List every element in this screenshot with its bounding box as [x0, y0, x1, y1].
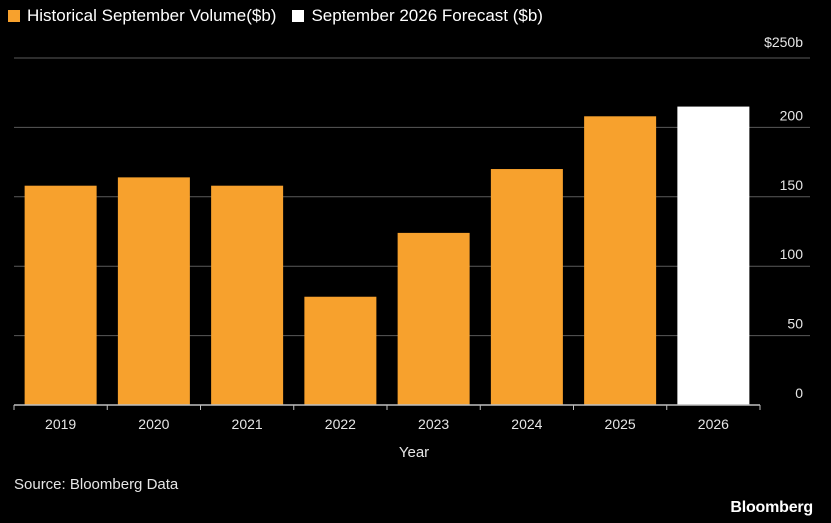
chart-legend: Historical September Volume($b) Septembe…	[8, 4, 543, 28]
bar-2025	[584, 116, 657, 406]
bar-2024	[490, 169, 563, 405]
x-tick-label: 2024	[511, 416, 542, 432]
y-axis: 0 50 100 150 200 $250b	[764, 34, 803, 401]
x-axis-title: Year	[399, 444, 429, 461]
legend-label-forecast: September 2026 Forecast ($b)	[311, 6, 543, 25]
legend-swatch-historical	[8, 10, 20, 22]
source-note: Source: Bloomberg Data	[14, 476, 179, 493]
y-tick-label: 100	[780, 246, 804, 262]
x-tick-label: 2025	[605, 416, 636, 432]
x-tick-label: 2021	[232, 416, 263, 432]
y-tick-label: 150	[780, 177, 804, 193]
bloomberg-logo: Bloomberg	[730, 499, 813, 516]
bar-2019	[24, 185, 97, 405]
legend-item-historical: Historical September Volume($b)	[8, 6, 276, 26]
x-tick-label: 2022	[325, 416, 356, 432]
bar-2020	[117, 177, 190, 405]
y-tick-label: 0	[795, 385, 803, 401]
bars	[24, 106, 750, 406]
y-tick-label: $250b	[764, 34, 803, 50]
legend-swatch-forecast	[292, 10, 305, 22]
y-tick-label: 200	[780, 107, 804, 123]
y-tick-label: 50	[787, 316, 803, 332]
x-tick-labels: 2019 2020 2021 2022 2023 2024 2025 2026	[13, 405, 761, 432]
legend-label-historical: Historical September Volume($b)	[27, 6, 277, 25]
x-tick-label: 2026	[698, 416, 729, 432]
bar-2026	[677, 106, 750, 405]
bar-2021	[211, 185, 284, 405]
bar-2023	[397, 232, 470, 405]
x-tick-label: 2019	[45, 416, 76, 432]
legend-item-forecast: September 2026 Forecast ($b)	[292, 6, 543, 26]
x-tick-label: 2020	[138, 416, 169, 432]
x-tick-label: 2023	[418, 416, 449, 432]
bar-2022	[304, 296, 377, 405]
